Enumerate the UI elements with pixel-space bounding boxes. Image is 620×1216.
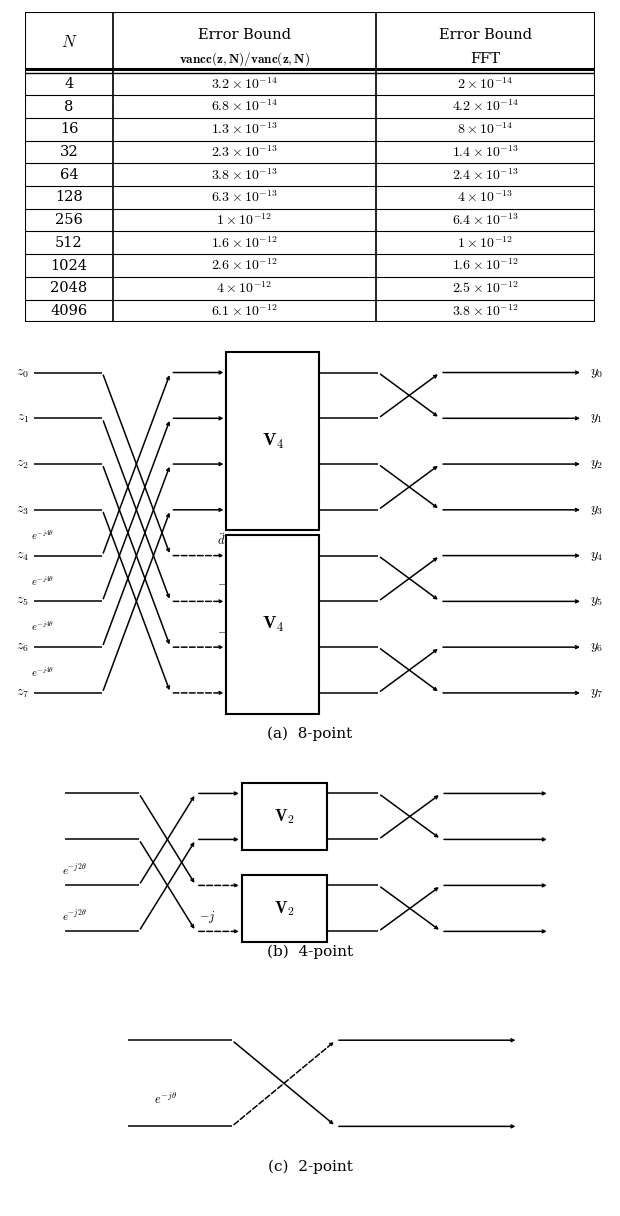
Text: $y_3$: $y_3$ — [590, 503, 603, 517]
Text: $2 \times 10^{-14}$: $2 \times 10^{-14}$ — [458, 77, 513, 91]
Bar — [226, 351, 319, 530]
Text: $e^{-j\theta}$: $e^{-j\theta}$ — [154, 1092, 177, 1107]
Text: 8: 8 — [64, 100, 74, 113]
Text: $-j$: $-j$ — [199, 908, 216, 924]
Bar — [242, 876, 327, 942]
Text: $1 \times 10^{-12}$: $1 \times 10^{-12}$ — [216, 213, 272, 227]
Text: $1.3 \times 10^{-13}$: $1.3 \times 10^{-13}$ — [211, 122, 278, 137]
Text: 64: 64 — [60, 168, 78, 181]
Text: $1.6 \times 10^{-12}$: $1.6 \times 10^{-12}$ — [452, 258, 519, 274]
Text: $3.2 \times 10^{-14}$: $3.2 \times 10^{-14}$ — [211, 77, 278, 91]
Text: $2.4 \times 10^{-13}$: $2.4 \times 10^{-13}$ — [452, 167, 519, 182]
Text: $6.8 \times 10^{-14}$: $6.8 \times 10^{-14}$ — [211, 98, 278, 114]
Text: 2048: 2048 — [50, 281, 87, 295]
Text: $4 \times 10^{-13}$: $4 \times 10^{-13}$ — [458, 190, 513, 206]
Text: $\mathbf{V_4}$: $\mathbf{V_4}$ — [262, 432, 284, 451]
Text: 128: 128 — [55, 191, 83, 204]
Text: Error Bound: Error Bound — [198, 28, 291, 41]
Text: $y_1$: $y_1$ — [590, 411, 603, 426]
Text: 16: 16 — [60, 123, 78, 136]
Text: $\mathbf{V_2}$: $\mathbf{V_2}$ — [274, 899, 294, 918]
Text: $y_2$: $y_2$ — [590, 457, 603, 471]
Text: 32: 32 — [60, 145, 78, 159]
Text: $e^{-j2\theta}$: $e^{-j2\theta}$ — [62, 862, 86, 877]
Text: (b)  4-point: (b) 4-point — [267, 945, 353, 959]
Text: $z_1$: $z_1$ — [17, 411, 29, 426]
Text: $3.8 \times 10^{-12}$: $3.8 \times 10^{-12}$ — [452, 303, 519, 319]
Text: 512: 512 — [55, 236, 83, 249]
Text: $e^{-j2\theta}$: $e^{-j2\theta}$ — [62, 908, 86, 923]
Text: $y_5$: $y_5$ — [590, 595, 603, 608]
Text: 1024: 1024 — [50, 259, 87, 272]
Text: $3.8 \times 10^{-13}$: $3.8 \times 10^{-13}$ — [211, 167, 278, 182]
Text: $2.3 \times 10^{-13}$: $2.3 \times 10^{-13}$ — [211, 145, 278, 159]
Text: $\mathbf{vancc(z,N)/vanc(z,N)}$: $\mathbf{vancc(z,N)/vanc(z,N)}$ — [179, 51, 310, 68]
Text: $y_7$: $y_7$ — [590, 686, 604, 700]
Text: $z_0$: $z_0$ — [16, 366, 29, 379]
Text: $\mathbf{V_2}$: $\mathbf{V_2}$ — [274, 807, 294, 826]
Text: $4.2 \times 10^{-14}$: $4.2 \times 10^{-14}$ — [452, 98, 519, 114]
Bar — [226, 535, 319, 714]
Text: 4: 4 — [64, 77, 74, 91]
Text: $\mathbf{V_4}$: $\mathbf{V_4}$ — [262, 614, 284, 634]
Text: $6.3 \times 10^{-13}$: $6.3 \times 10^{-13}$ — [211, 190, 278, 206]
Text: $y_6$: $y_6$ — [590, 640, 603, 654]
Text: $e^{-j4\theta}$: $e^{-j4\theta}$ — [31, 620, 54, 634]
Text: $e^{-j4\theta}$: $e^{-j4\theta}$ — [31, 574, 54, 587]
Text: $e^{-j4\theta}$: $e^{-j4\theta}$ — [31, 528, 54, 542]
Text: $\ddot{d}$: $\ddot{d}$ — [217, 531, 226, 547]
Text: $4 \times 10^{-12}$: $4 \times 10^{-12}$ — [216, 281, 272, 295]
Text: $z_2$: $z_2$ — [16, 457, 29, 471]
Text: $y_4$: $y_4$ — [590, 548, 604, 563]
Text: (c)  2-point: (c) 2-point — [268, 1160, 352, 1173]
Text: $6.4 \times 10^{-13}$: $6.4 \times 10^{-13}$ — [452, 213, 519, 227]
Text: $8 \times 10^{-14}$: $8 \times 10^{-14}$ — [458, 122, 513, 137]
Text: $z_4$: $z_4$ — [16, 548, 29, 563]
Text: $y_0$: $y_0$ — [590, 366, 603, 379]
Text: FFT: FFT — [471, 52, 500, 67]
Text: Error Bound: Error Bound — [439, 28, 532, 41]
Text: 4096: 4096 — [50, 304, 87, 317]
Text: $z_6$: $z_6$ — [16, 640, 29, 654]
Text: $z_5$: $z_5$ — [16, 595, 29, 608]
Text: $-\bar{\ddot{d}}$: $-\bar{\ddot{d}}$ — [217, 623, 235, 640]
Bar — [242, 783, 327, 850]
Text: $6.1 \times 10^{-12}$: $6.1 \times 10^{-12}$ — [211, 303, 278, 319]
Text: $1.4 \times 10^{-13}$: $1.4 \times 10^{-13}$ — [452, 145, 519, 159]
Text: $1 \times 10^{-12}$: $1 \times 10^{-12}$ — [458, 235, 513, 250]
Text: $e^{-j4\theta}$: $e^{-j4\theta}$ — [31, 665, 54, 679]
Text: $1.6 \times 10^{-12}$: $1.6 \times 10^{-12}$ — [211, 235, 278, 250]
Text: (a)  8-point: (a) 8-point — [267, 727, 353, 742]
Text: $z_7$: $z_7$ — [16, 686, 29, 700]
Text: $z_3$: $z_3$ — [16, 503, 29, 517]
Text: $-j$: $-j$ — [217, 578, 234, 593]
Text: 256: 256 — [55, 213, 83, 227]
Text: $N$: $N$ — [61, 34, 78, 51]
Text: $2.5 \times 10^{-12}$: $2.5 \times 10^{-12}$ — [452, 281, 519, 295]
Text: $2.6 \times 10^{-12}$: $2.6 \times 10^{-12}$ — [211, 258, 278, 274]
